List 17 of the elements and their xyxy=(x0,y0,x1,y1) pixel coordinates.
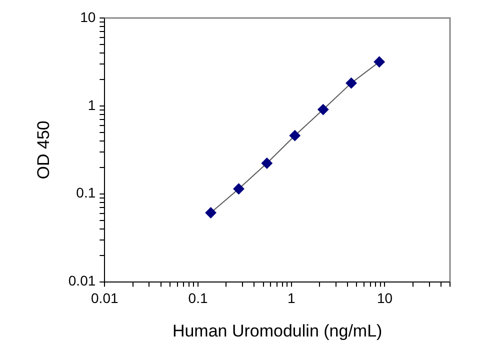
y-axis-title: OD 450 xyxy=(34,120,53,180)
point xyxy=(289,130,300,142)
point xyxy=(261,158,272,169)
point xyxy=(205,207,216,218)
x-tick-label: 0.1 xyxy=(188,290,208,306)
x-tick-label: 1 xyxy=(287,290,296,306)
point xyxy=(346,78,357,89)
y-tick-label: 1 xyxy=(88,96,96,113)
x-tick-label: 10 xyxy=(376,290,393,306)
y-tick-label: 10 xyxy=(80,8,96,25)
point xyxy=(318,104,329,116)
x-axis-title: Human Uromodulin (ng/mL) xyxy=(172,321,382,340)
x-tick-label: 0.01 xyxy=(91,290,118,306)
point xyxy=(233,183,244,194)
y-tick-label: 0.01 xyxy=(68,272,96,289)
point xyxy=(374,56,385,68)
y-tick-label: 0.1 xyxy=(76,184,96,201)
